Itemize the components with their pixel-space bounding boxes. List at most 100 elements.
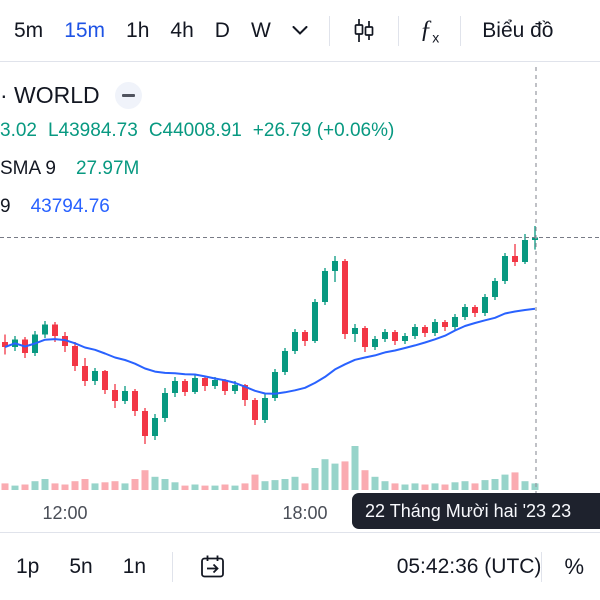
volume-bar [71, 481, 79, 490]
candle-body [232, 385, 238, 391]
candle-body [312, 302, 318, 341]
collapse-legend-button[interactable] [114, 82, 142, 109]
volume-bar [321, 459, 329, 490]
volume-bar [441, 484, 449, 490]
candle-body [272, 372, 278, 398]
volume-bar [431, 483, 439, 490]
candle-body [252, 400, 258, 420]
volume-bar [521, 481, 529, 490]
candle-body [112, 390, 118, 401]
volume-bar [231, 485, 239, 490]
volume-bar [41, 479, 49, 490]
timeframe-15m[interactable]: 15m [64, 18, 106, 42]
timeframe-5m[interactable]: 5m [14, 18, 44, 42]
minus-icon [121, 94, 135, 97]
candle-body [162, 393, 168, 418]
candle-body [82, 366, 88, 381]
volume-bar [161, 479, 169, 490]
volume-bar [101, 482, 109, 490]
sma-line [4, 307, 536, 395]
volume-bar [171, 482, 179, 490]
candle-body [42, 324, 48, 335]
volume-bar [401, 484, 409, 490]
candle-body [342, 261, 348, 334]
candle-body [352, 328, 358, 334]
volume-bar [301, 483, 309, 490]
candlestick-style-icon[interactable] [351, 17, 377, 44]
volume-bar [501, 474, 509, 490]
candle-body [322, 271, 328, 302]
volume-bar [261, 481, 269, 490]
fx-f: ƒ [419, 15, 433, 43]
volume-bar [481, 480, 489, 490]
timeframe-W[interactable]: W [250, 18, 271, 42]
volume-bar [511, 472, 519, 490]
timeframe-1h[interactable]: 1h [126, 18, 150, 42]
candle-body [182, 381, 188, 392]
candle-body [532, 237, 538, 240]
candle-body [172, 381, 178, 393]
volume-bar [271, 480, 279, 490]
candle-body [122, 391, 128, 401]
crosshair-date-tooltip: 22 Tháng Mười hai '23 23 [352, 493, 600, 529]
top-toolbar: 5m 15m 1h 4h D W ƒx Biểu đồ [0, 0, 600, 62]
volume-bar [21, 484, 29, 490]
timeframe-4h[interactable]: 4h [170, 18, 194, 42]
volume-bar [211, 485, 219, 490]
candle-body [502, 256, 508, 281]
volume-bar [371, 476, 379, 490]
candle-body [332, 261, 338, 271]
candle-body [452, 317, 458, 327]
fx-sub: x [432, 29, 440, 46]
chevron-down-icon[interactable] [292, 26, 308, 35]
candle-body [512, 256, 518, 262]
candle-body [482, 297, 488, 313]
candle-body [372, 339, 378, 347]
volume-bar [141, 470, 149, 490]
range-5n[interactable]: 5n [69, 554, 93, 578]
volume-bar [311, 468, 319, 490]
candle-body [142, 411, 148, 436]
timeframe-group: 5m 15m 1h 4h D W [14, 19, 271, 43]
range-1p[interactable]: 1p [16, 554, 40, 578]
go-to-date-icon[interactable] [199, 553, 226, 580]
chart-area[interactable]: · WORLD 3.02 L43984.73 C44008.91 +26.79 … [0, 62, 600, 532]
range-1n[interactable]: 1n [122, 554, 147, 578]
candle-body [462, 307, 468, 317]
candle-body [422, 327, 428, 333]
candle-body [202, 378, 208, 386]
candle-body [222, 380, 228, 391]
candle-body [292, 332, 298, 351]
candle-body [302, 332, 308, 341]
candlestick-chart[interactable] [0, 62, 600, 532]
toolbar-divider [541, 551, 543, 582]
volume-bar [241, 483, 249, 490]
candle-body [432, 322, 438, 333]
bottom-toolbar: 1p 5n 1n 05:42:36 (UTC) % [0, 532, 600, 600]
volume-bar [131, 479, 139, 490]
volume-bar [151, 476, 159, 490]
chart-view-button[interactable]: Biểu đồ [482, 18, 554, 42]
percent-scale-button[interactable]: % [564, 553, 584, 579]
volume-bar [411, 483, 419, 490]
volume-bar [221, 484, 229, 490]
candle-body [102, 371, 108, 390]
volume-bar [341, 461, 349, 490]
candle-body [522, 240, 528, 262]
clock-utc[interactable]: 05:42:36 (UTC) [396, 554, 542, 578]
candle-body [282, 351, 288, 372]
toolbar-divider [397, 15, 399, 46]
volume-bar [391, 483, 399, 490]
candle-body [52, 324, 58, 336]
toolbar-divider [172, 551, 174, 582]
volume-bar [461, 481, 469, 490]
indicators-fx-icon[interactable]: ƒx [420, 16, 440, 46]
timeframe-D[interactable]: D [214, 18, 230, 42]
candle-body [2, 342, 8, 347]
volume-bar [81, 479, 89, 490]
candle-body [212, 380, 218, 386]
volume-bar [421, 484, 429, 490]
volume-bar [11, 485, 19, 490]
candle-body [72, 346, 78, 366]
